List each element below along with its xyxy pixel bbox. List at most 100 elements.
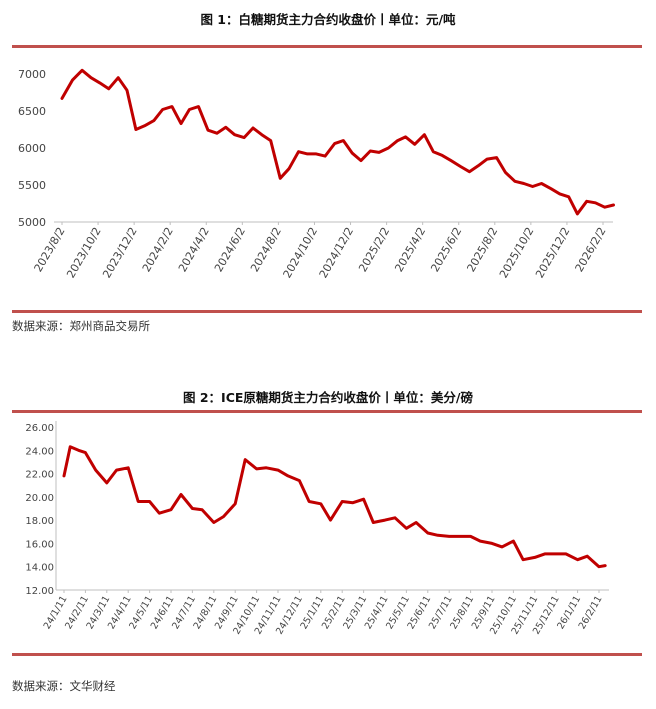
data-point [234, 134, 236, 136]
y-tick-label: 14.00 [25, 563, 54, 574]
y-tick-label: 16.00 [25, 539, 54, 550]
data-point [144, 125, 146, 127]
y-tick-label: 6000 [18, 142, 46, 155]
data-point [158, 512, 160, 514]
data-point [213, 521, 215, 524]
data-point [459, 165, 462, 168]
data-point [470, 535, 472, 537]
data-point [153, 120, 155, 122]
data-point [432, 151, 434, 153]
x-tick-label: 2023/8/2 [32, 225, 68, 274]
data-point [512, 540, 515, 542]
data-point [486, 158, 488, 160]
data-point [342, 140, 344, 142]
data-point [216, 132, 218, 134]
data-point [504, 171, 506, 173]
data-point [414, 143, 416, 145]
x-tick-label: 2025/12/2 [533, 225, 572, 280]
x-tick-label: 2025/6/2 [428, 225, 464, 274]
data-point [180, 493, 182, 496]
x-tick-label: 2025/8/2 [464, 225, 500, 274]
y-tick-label: 24.00 [25, 446, 54, 457]
data-point [115, 469, 118, 471]
data-point [568, 196, 570, 198]
data-point [306, 153, 308, 155]
data-point [243, 137, 245, 139]
data-point [308, 500, 310, 503]
data-point [415, 521, 417, 524]
data-point [441, 154, 443, 156]
data-point [222, 516, 225, 518]
y-tick-label: 12.00 [25, 586, 54, 597]
data-point [577, 559, 579, 561]
data-point [149, 500, 151, 503]
data-point [372, 521, 374, 524]
data-point [565, 553, 567, 555]
data-point [90, 77, 92, 79]
y-tick-label: 20.00 [25, 493, 54, 504]
x-tick-label: 2024/2/2 [140, 225, 176, 274]
chart2-source: 数据来源：文华财经 [12, 679, 116, 693]
data-point [127, 467, 129, 469]
data-point [297, 151, 300, 153]
data-point [126, 89, 128, 91]
data-point [550, 188, 552, 190]
data-point [360, 160, 362, 162]
data-point [352, 502, 354, 504]
data-point [61, 97, 63, 99]
series-line [60, 68, 615, 216]
data-point [341, 500, 343, 503]
data-point [555, 553, 557, 555]
data-point [197, 106, 200, 108]
data-point [586, 200, 588, 202]
data-point [270, 140, 272, 142]
data-point [477, 165, 479, 167]
chart1-source: 数据来源：郑州商品交易所 [12, 319, 150, 333]
data-point [81, 69, 83, 71]
data-point [252, 127, 254, 129]
x-tick-label: 2024/8/2 [248, 225, 284, 274]
data-point [170, 509, 172, 511]
data-point [604, 565, 606, 567]
x-tick-label: 2023/12/2 [100, 225, 139, 280]
y-tick-label: 5500 [18, 179, 46, 192]
chart1-title: 图 1：白糖期货主力合约收盘价丨单位：元/吨 [200, 12, 456, 27]
y-tick-label: 22.00 [25, 470, 54, 481]
data-point [450, 160, 452, 162]
data-point [612, 204, 615, 206]
data-point [69, 446, 71, 448]
data-point [598, 566, 600, 568]
data-point [225, 126, 227, 128]
data-point [458, 535, 460, 537]
x-tick-label: 2025/2/2 [356, 225, 392, 274]
data-point [448, 535, 450, 537]
data-point [287, 475, 289, 477]
data-point [394, 517, 396, 519]
data-point [329, 519, 332, 521]
data-point [117, 77, 119, 79]
data-point [320, 503, 322, 505]
data-point [261, 134, 263, 136]
data-point [559, 193, 561, 195]
x-tick-label: 2026/2/2 [573, 225, 609, 274]
data-point [468, 171, 470, 173]
data-point [279, 177, 281, 179]
data-point [298, 480, 300, 482]
x-tick-label: 2025/4/2 [392, 225, 428, 274]
data-point [491, 542, 493, 544]
data-point [201, 509, 203, 511]
x-tick-label: 2024/6/2 [212, 225, 248, 274]
data-point [397, 140, 399, 142]
data-point [106, 482, 108, 484]
data-point [363, 498, 365, 500]
x-tick-label: 2024/4/2 [176, 225, 212, 274]
data-point [84, 452, 86, 454]
data-point [514, 180, 516, 182]
data-point [234, 503, 236, 505]
data-point [171, 106, 173, 108]
chart2-title: 图 2：ICE原糖期货主力合约收盘价丨单位：美分/磅 [183, 390, 473, 405]
data-point [72, 79, 74, 81]
data-point [324, 155, 326, 157]
chart2-sugar-ice: 26.00 24.00 22.00 20.00 18.00 16.00 14.00 12.00… [25, 421, 609, 636]
y-tick-label: 18.00 [25, 516, 54, 527]
